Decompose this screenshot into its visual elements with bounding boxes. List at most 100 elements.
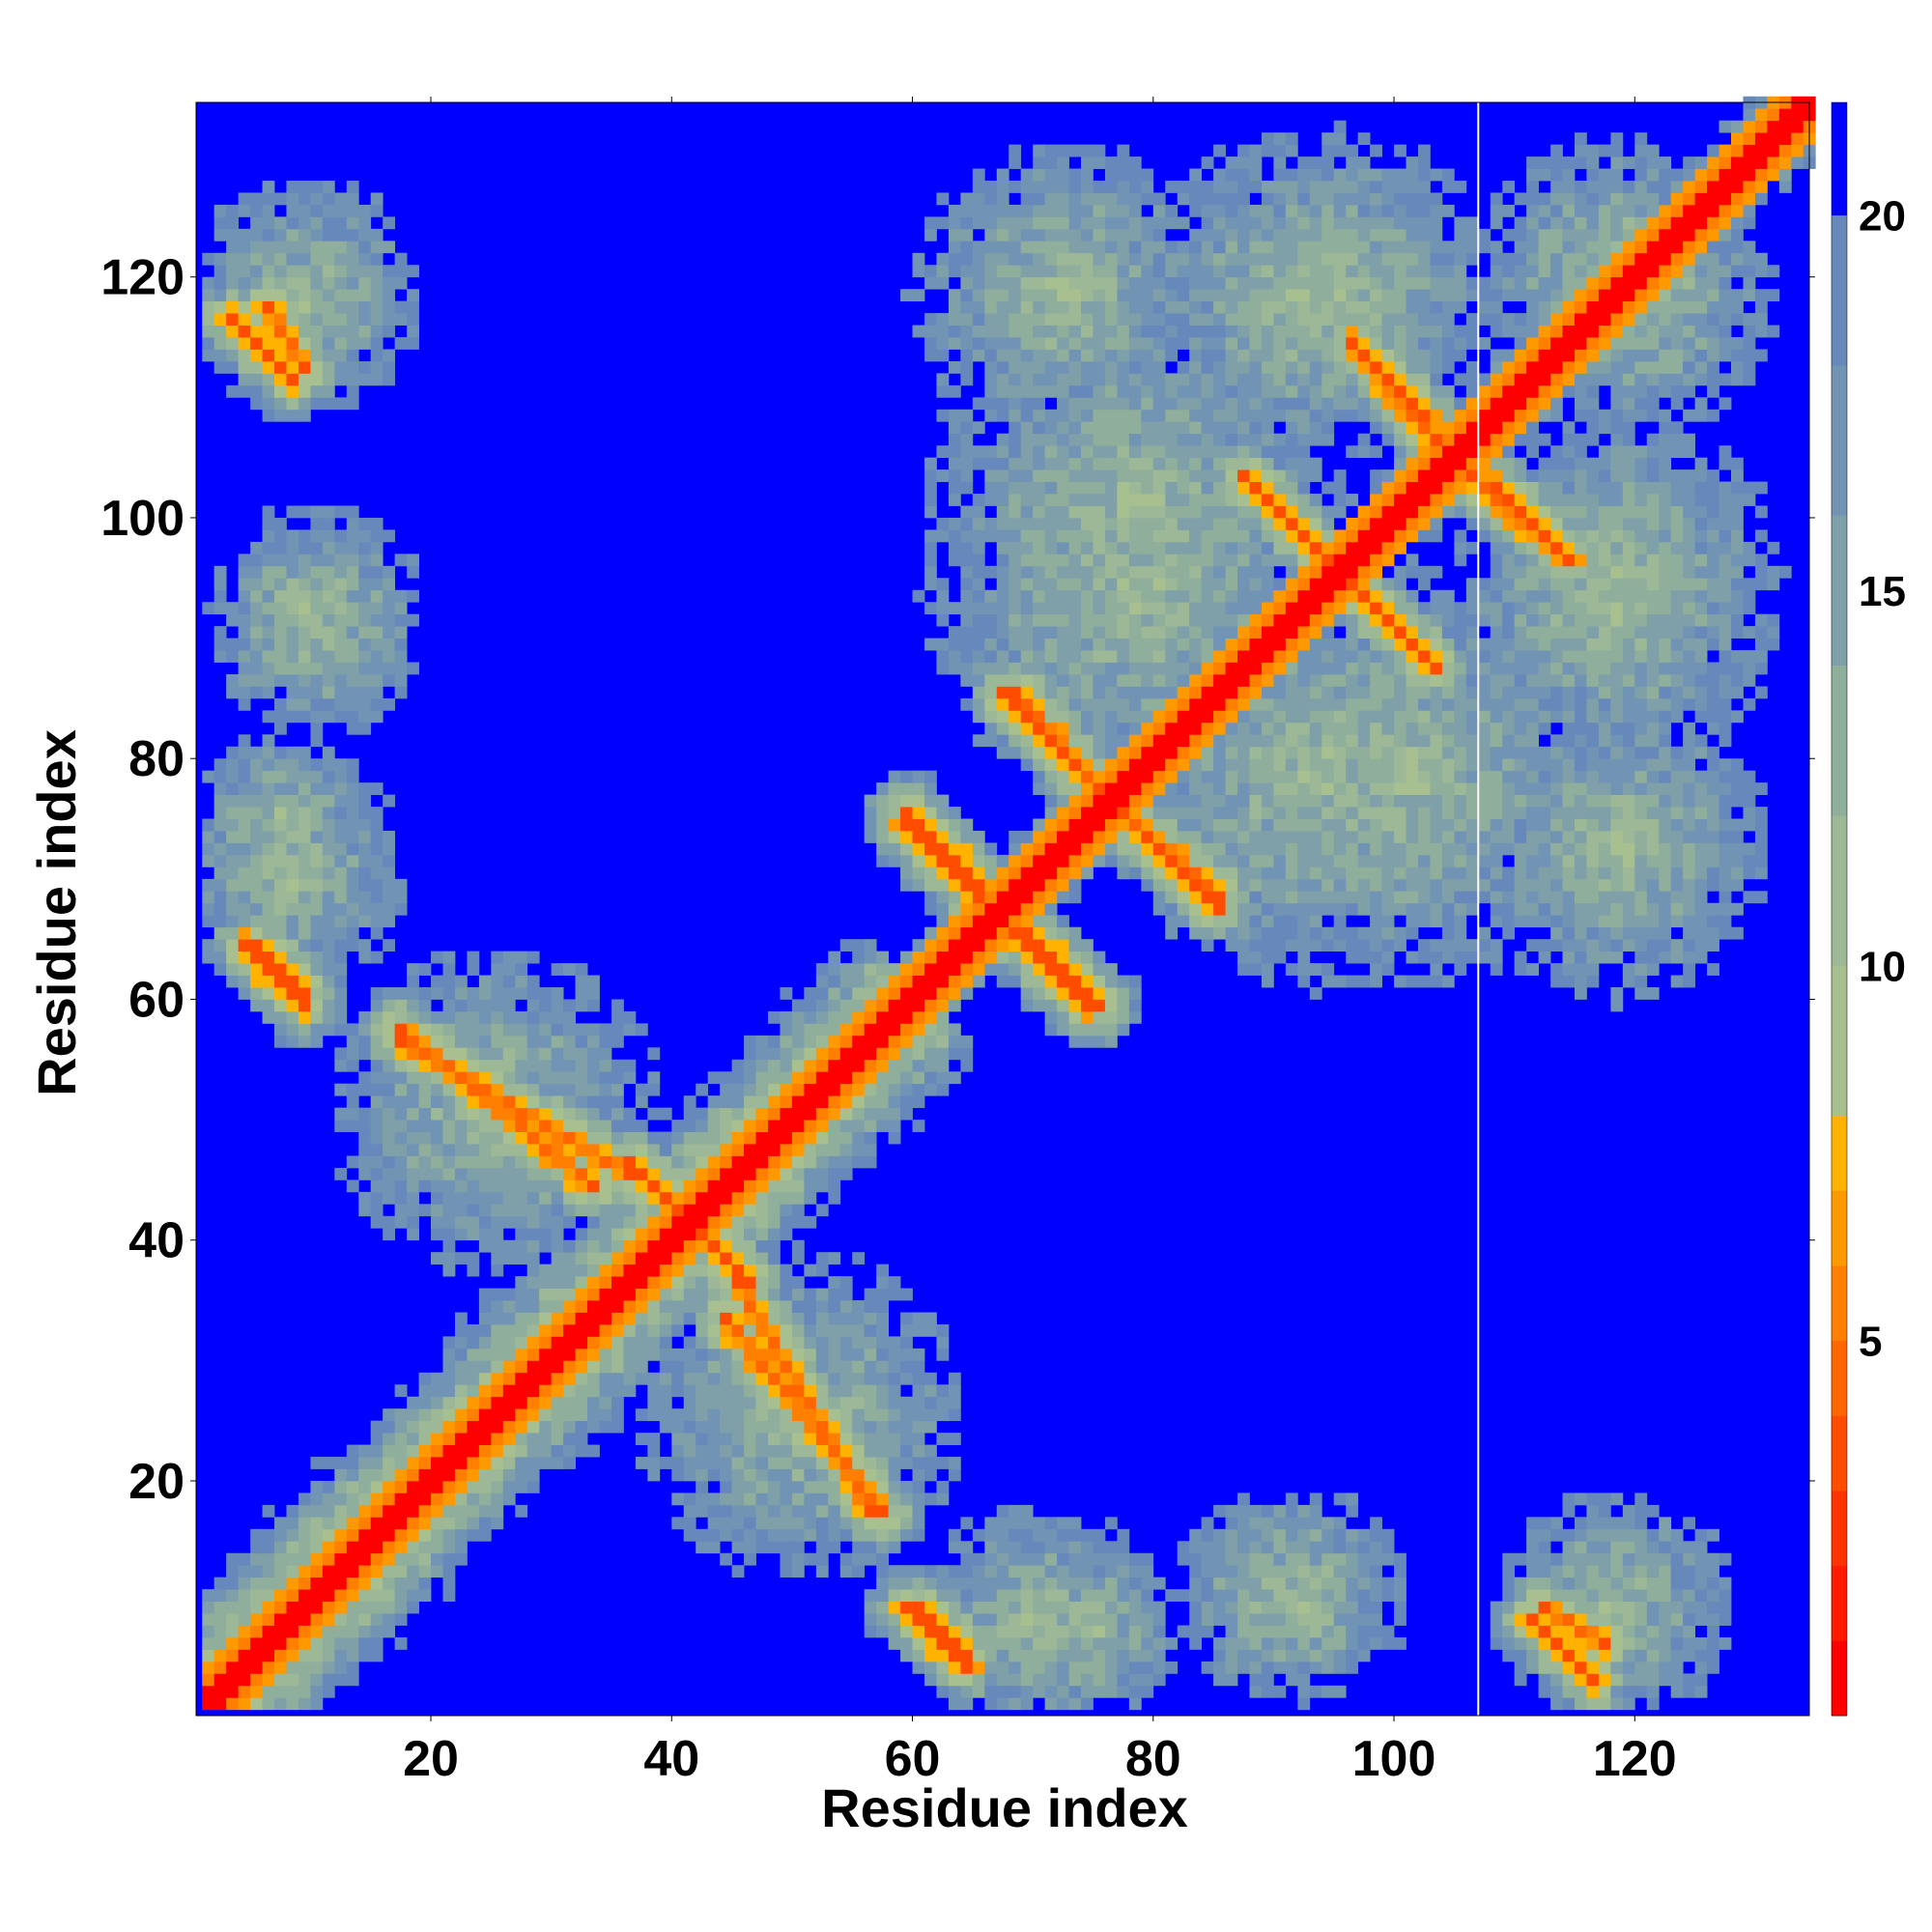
- heatmap-cell: [1225, 578, 1238, 591]
- heatmap-cell: [1033, 1541, 1046, 1554]
- heatmap-cell: [226, 1552, 240, 1566]
- heatmap-cell: [1093, 999, 1106, 1012]
- heatmap-cell: [948, 638, 961, 651]
- heatmap-cell: [454, 1336, 468, 1350]
- heatmap-cell: [1009, 1673, 1022, 1687]
- heatmap-cell: [1201, 686, 1214, 699]
- heatmap-cell: [828, 1457, 841, 1469]
- heatmap-cell: [923, 265, 937, 278]
- heatmap-cell: [238, 337, 251, 350]
- heatmap-cell: [1225, 360, 1238, 374]
- heatmap-cell: [1165, 481, 1179, 495]
- heatmap-cell: [744, 1131, 756, 1145]
- heatmap-cell: [659, 1228, 672, 1241]
- heatmap-cell: [226, 252, 240, 266]
- heatmap-cell: [322, 554, 335, 567]
- heatmap-cell: [383, 867, 396, 880]
- heatmap-cell: [358, 939, 372, 952]
- heatmap-cell: [744, 1541, 756, 1554]
- heatmap-cell: [1201, 228, 1214, 242]
- heatmap-cell: [696, 1480, 709, 1493]
- heatmap-cell: [839, 1276, 853, 1289]
- heatmap-cell: [454, 975, 468, 988]
- heatmap-cell: [358, 1131, 372, 1145]
- heatmap-cell: [407, 313, 419, 326]
- heatmap-cell: [1033, 192, 1046, 206]
- heatmap-cell: [1081, 1541, 1094, 1554]
- heatmap-cell: [647, 1264, 661, 1277]
- heatmap-cell: [1237, 1636, 1250, 1650]
- heatmap-cell: [551, 1144, 564, 1156]
- heatmap-cell: [1225, 265, 1238, 278]
- heatmap-cell: [563, 1408, 576, 1422]
- heatmap-cell: [635, 1433, 648, 1445]
- heatmap-cell: [647, 1312, 661, 1325]
- heatmap-cell: [948, 854, 961, 867]
- heatmap-cell: [731, 1083, 745, 1096]
- heatmap-cell: [767, 1010, 781, 1024]
- heatmap-cell: [707, 1492, 721, 1506]
- heatmap-cell: [864, 1035, 877, 1048]
- heatmap-cell: [1081, 758, 1094, 772]
- heatmap-cell: [767, 1264, 781, 1277]
- heatmap-cell: [539, 1083, 553, 1096]
- heatmap-cell: [744, 1264, 756, 1277]
- heatmap-cell: [828, 1059, 841, 1072]
- heatmap-cell: [671, 1131, 685, 1145]
- heatmap-cell: [1044, 1601, 1058, 1614]
- heatmap-cell: [502, 1071, 516, 1085]
- heatmap-cell: [888, 1433, 901, 1445]
- heatmap-cell: [731, 1252, 745, 1265]
- heatmap-cell: [1009, 517, 1022, 530]
- heatmap-cell: [1068, 589, 1082, 603]
- heatmap-cell: [936, 987, 950, 1000]
- heatmap-cell: [1165, 854, 1179, 867]
- heatmap-cell: [900, 1577, 913, 1590]
- heatmap-cell: [815, 963, 829, 976]
- heatmap-cell: [936, 963, 950, 976]
- heatmap-cell: [262, 613, 275, 627]
- heatmap-cell: [599, 1071, 612, 1085]
- heatmap-cell: [515, 1167, 528, 1180]
- heatmap-cell: [960, 517, 974, 530]
- heatmap-cell: [1225, 1565, 1238, 1578]
- heatmap-cell: [322, 589, 335, 603]
- heatmap-cell: [828, 1468, 841, 1482]
- heatmap-cell: [310, 830, 324, 843]
- heatmap-cell: [791, 1528, 805, 1542]
- heatmap-cell: [1044, 469, 1058, 482]
- heatmap-cell: [815, 1457, 829, 1469]
- heatmap-cell: [515, 1457, 528, 1469]
- heatmap-cell: [767, 1276, 781, 1289]
- heatmap-cell: [623, 1131, 637, 1145]
- heatmap-cell: [912, 1047, 925, 1061]
- heatmap-cell: [202, 939, 215, 952]
- heatmap-cell: [213, 589, 227, 603]
- heatmap-cell: [298, 313, 311, 326]
- heatmap-cell: [876, 794, 889, 808]
- heatmap-cell: [876, 1396, 889, 1409]
- heatmap-cell: [828, 1023, 841, 1037]
- heatmap-cell: [1020, 494, 1034, 506]
- heatmap-cell: [1068, 770, 1082, 783]
- heatmap-cell: [1093, 854, 1106, 867]
- heatmap-cell: [407, 1457, 419, 1469]
- heatmap-cell: [912, 1577, 925, 1590]
- heatmap-cell: [502, 1010, 516, 1024]
- heatmap-cell: [1081, 541, 1094, 554]
- heatmap-cell: [310, 349, 324, 362]
- heatmap-cell: [286, 1673, 299, 1687]
- heatmap-cell: [720, 1384, 732, 1398]
- heatmap-cell: [1201, 337, 1214, 350]
- heatmap-cell: [286, 181, 299, 193]
- heatmap-cell: [707, 1095, 721, 1109]
- heatmap-cell: [1104, 1636, 1118, 1650]
- heatmap-cell: [683, 1252, 696, 1265]
- heatmap-cell: [1057, 867, 1069, 880]
- heatmap-cell: [1152, 758, 1166, 772]
- heatmap-cell: [780, 1444, 793, 1458]
- heatmap-cell: [370, 1144, 384, 1156]
- heatmap-cell: [1165, 494, 1179, 506]
- heatmap-cell: [923, 1420, 937, 1434]
- heatmap-cell: [1165, 313, 1179, 326]
